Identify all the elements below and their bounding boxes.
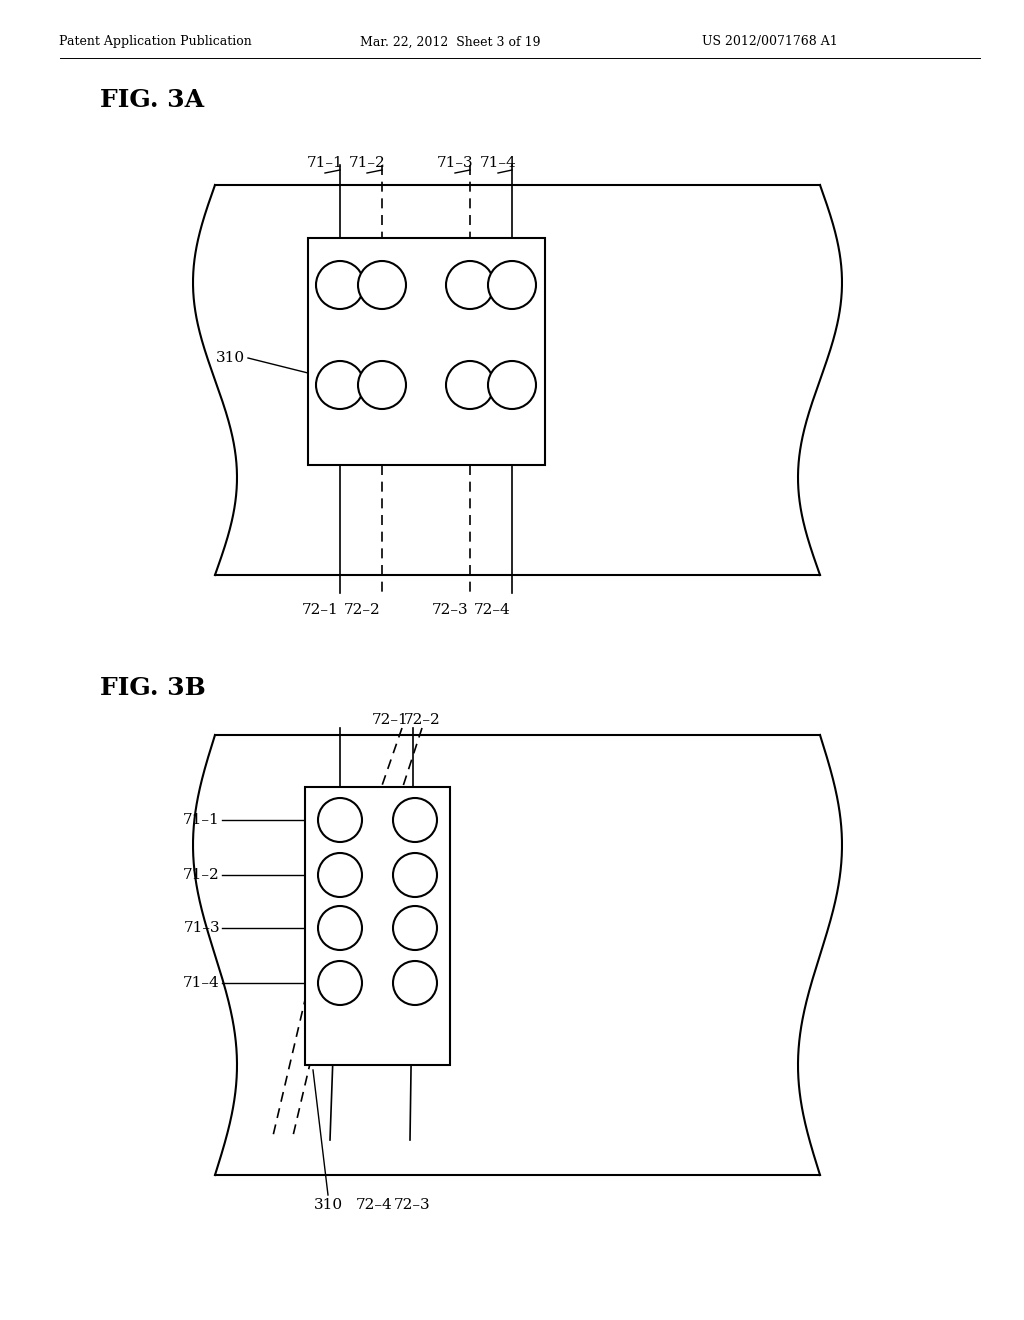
Circle shape	[318, 799, 362, 842]
Text: 72–2: 72–2	[344, 603, 380, 616]
Circle shape	[316, 261, 364, 309]
Text: 310: 310	[216, 351, 245, 366]
Circle shape	[358, 261, 406, 309]
Text: 71–1: 71–1	[183, 813, 220, 828]
Circle shape	[488, 261, 536, 309]
Text: 72–4: 72–4	[355, 1199, 392, 1212]
Text: 71–1: 71–1	[306, 156, 343, 170]
Bar	[305, 787, 450, 1065]
Circle shape	[318, 906, 362, 950]
Text: 72–4: 72–4	[474, 603, 510, 616]
Circle shape	[488, 360, 536, 409]
Text: FIG. 3B: FIG. 3B	[100, 676, 206, 700]
Text: Patent Application Publication: Patent Application Publication	[58, 36, 251, 49]
Text: 71–2: 71–2	[348, 156, 385, 170]
Text: FIG. 3A: FIG. 3A	[100, 88, 204, 112]
Text: Mar. 22, 2012  Sheet 3 of 19: Mar. 22, 2012 Sheet 3 of 19	[359, 36, 541, 49]
Text: 71–3: 71–3	[183, 921, 220, 935]
Circle shape	[446, 261, 494, 309]
Circle shape	[393, 799, 437, 842]
Circle shape	[393, 853, 437, 898]
Circle shape	[316, 360, 364, 409]
Text: 310: 310	[313, 1199, 343, 1212]
Text: 72–3: 72–3	[393, 1199, 430, 1212]
Circle shape	[318, 961, 362, 1005]
Text: 71–2: 71–2	[183, 869, 220, 882]
Text: US 2012/0071768 A1: US 2012/0071768 A1	[702, 36, 838, 49]
Text: 71–3: 71–3	[436, 156, 473, 170]
Circle shape	[393, 906, 437, 950]
Circle shape	[358, 360, 406, 409]
Text: 72–3: 72–3	[432, 603, 468, 616]
Text: 71–4: 71–4	[183, 975, 220, 990]
Text: 72–1: 72–1	[372, 713, 409, 727]
Circle shape	[318, 853, 362, 898]
Text: 71–4: 71–4	[479, 156, 516, 170]
Bar	[308, 238, 545, 465]
Circle shape	[446, 360, 494, 409]
Circle shape	[393, 961, 437, 1005]
Text: 72–1: 72–1	[302, 603, 338, 616]
Text: 72–2: 72–2	[403, 713, 440, 727]
